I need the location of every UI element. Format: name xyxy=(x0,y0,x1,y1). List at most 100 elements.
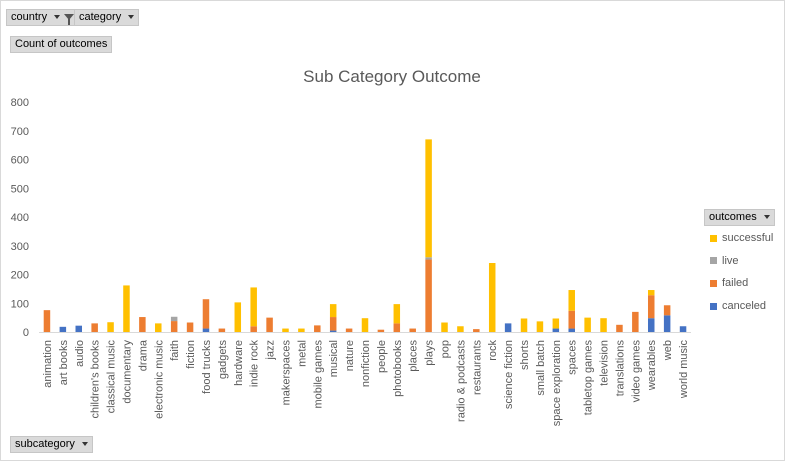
x-tick-label: gadgets xyxy=(217,340,229,380)
y-tick-label: 800 xyxy=(11,97,29,109)
bar-successful xyxy=(600,318,607,332)
x-tick-label: classical music xyxy=(106,340,118,414)
x-tick-label: small batch xyxy=(535,340,547,396)
y-axis: 0 100 200 300 400 500 600 700 800 xyxy=(11,97,29,339)
bar-failed xyxy=(266,317,273,332)
y-tick-label: 200 xyxy=(11,270,29,282)
legend-label: live xyxy=(722,254,739,267)
bar-successful xyxy=(457,326,464,332)
x-tick-label: children's books xyxy=(90,340,102,419)
bar-canceled xyxy=(504,323,512,332)
values-field-label: Count of outcomes xyxy=(15,38,108,50)
bar-canceled xyxy=(568,328,575,332)
x-tick-label: television xyxy=(599,340,611,386)
bar-canceled xyxy=(552,328,560,332)
legend-item-successful[interactable]: successful xyxy=(710,231,773,245)
bar-canceled xyxy=(59,326,67,332)
legend-item-failed[interactable]: failed xyxy=(710,276,748,290)
x-tick-label: space exploration xyxy=(551,340,563,426)
y-tick-label: 300 xyxy=(11,241,29,253)
x-tick-label: science fiction xyxy=(503,340,515,409)
x-tick-label: documentary xyxy=(121,340,133,404)
bar-failed xyxy=(43,310,51,332)
bar-live xyxy=(425,257,432,260)
category-filter-button[interactable]: category xyxy=(74,9,140,26)
bars-group xyxy=(43,139,687,332)
x-tick-label: faith xyxy=(169,340,181,361)
bar-canceled xyxy=(202,328,210,332)
bar-successful xyxy=(393,304,401,324)
bar-successful xyxy=(441,322,448,332)
x-tick-label: nature xyxy=(344,340,356,371)
bar-failed xyxy=(250,326,257,332)
bar-failed xyxy=(616,324,623,332)
chevron-down-icon xyxy=(128,15,135,20)
subcategory-field-label: subcategory xyxy=(15,438,75,450)
bar-failed xyxy=(314,325,321,332)
outcomes-field-button[interactable]: outcomes xyxy=(704,209,775,226)
x-tick-label: people xyxy=(376,340,388,373)
bar-canceled xyxy=(647,318,655,332)
bar-successful xyxy=(584,317,591,332)
bar-successful xyxy=(155,323,162,332)
x-tick-label: radio & podcasts xyxy=(455,340,467,422)
bar-failed xyxy=(647,295,655,319)
bar-canceled xyxy=(75,325,83,332)
x-tick-label: makerspaces xyxy=(280,340,292,406)
legend-label: failed xyxy=(722,277,749,290)
legend-item-canceled[interactable]: canceled xyxy=(710,299,766,313)
bar-failed xyxy=(218,328,226,332)
bar-failed xyxy=(393,323,401,332)
legend-item-live[interactable]: live xyxy=(710,254,739,268)
x-tick-label: electronic music xyxy=(153,340,165,419)
x-tick-label: fiction xyxy=(185,340,197,369)
bar-failed xyxy=(632,311,639,332)
bar-failed xyxy=(663,305,671,316)
x-tick-label: nonfiction xyxy=(360,340,372,387)
bar-live xyxy=(170,316,178,322)
x-tick-label: indie rock xyxy=(249,340,261,388)
x-tick-label: food trucks xyxy=(201,340,213,394)
bar-failed xyxy=(170,321,178,332)
x-tick-label: web xyxy=(662,340,674,361)
bar-canceled xyxy=(679,326,687,332)
x-tick-label: musical xyxy=(328,340,340,377)
x-tick-label: tabletop games xyxy=(583,340,595,416)
x-tick-label: restaurants xyxy=(471,340,483,396)
bar-successful xyxy=(647,290,655,296)
legend-swatch xyxy=(710,234,717,242)
x-tick-label: art books xyxy=(58,340,70,386)
bar-failed xyxy=(345,328,353,332)
country-filter-button[interactable]: country xyxy=(6,9,80,26)
x-tick-label: audio xyxy=(74,340,86,367)
bar-successful xyxy=(568,290,575,311)
x-tick-label: video games xyxy=(630,340,642,403)
bar-failed xyxy=(568,310,575,329)
x-tick-label: hardware xyxy=(233,340,245,386)
legend-label: successful xyxy=(722,232,774,244)
bar-failed xyxy=(409,328,416,332)
x-tick-label: translations xyxy=(614,340,626,397)
x-tick-label: shorts xyxy=(519,340,531,370)
bar-failed xyxy=(425,259,432,332)
bar-failed xyxy=(91,323,98,332)
bar-successful xyxy=(329,304,337,318)
chevron-down-icon xyxy=(54,15,61,20)
bar-failed xyxy=(377,329,385,332)
subcategory-field-button[interactable]: subcategory xyxy=(10,436,93,453)
values-field-button[interactable]: Count of outcomes xyxy=(10,36,113,53)
bar-failed xyxy=(186,322,194,332)
bar-successful xyxy=(282,328,289,332)
chevron-down-icon xyxy=(763,215,770,220)
y-tick-label: 400 xyxy=(11,212,29,224)
outcomes-field-label: outcomes xyxy=(709,211,757,223)
bar-successful xyxy=(361,318,369,332)
bar-successful xyxy=(536,321,544,332)
bar-successful xyxy=(298,328,305,332)
bar-successful xyxy=(552,318,560,329)
chart-title: Sub Category Outcome xyxy=(303,67,481,86)
x-tick-label: jazz xyxy=(265,340,277,361)
bar-successful xyxy=(425,139,432,258)
